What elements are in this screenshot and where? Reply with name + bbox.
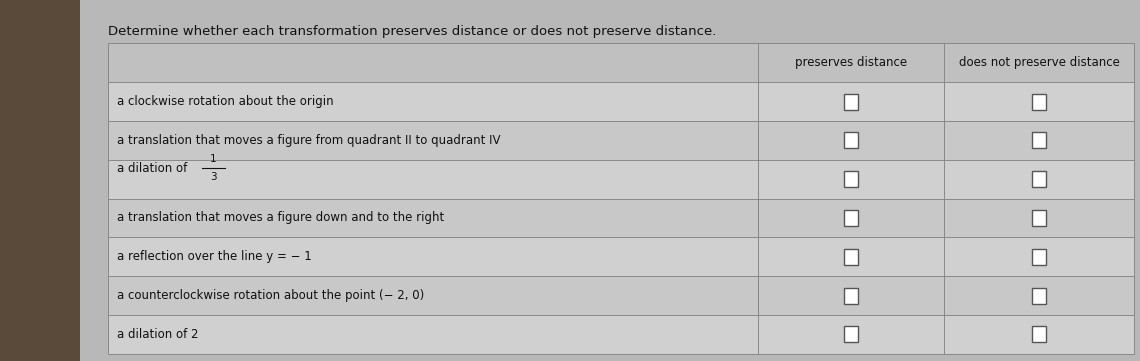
Bar — [108, 276, 1134, 315]
Bar — [108, 82, 1134, 121]
Bar — [1032, 93, 1047, 109]
Text: a translation that moves a figure from quadrant II to quadrant IV: a translation that moves a figure from q… — [117, 134, 500, 147]
Bar — [0, 0, 80, 361]
Text: a dilation of 2: a dilation of 2 — [117, 328, 198, 341]
Text: a clockwise rotation about the origin: a clockwise rotation about the origin — [117, 95, 334, 108]
Bar — [1032, 288, 1047, 304]
Bar — [108, 238, 1134, 276]
Bar — [1032, 249, 1047, 265]
Text: a reflection over the line y = − 1: a reflection over the line y = − 1 — [117, 250, 312, 263]
Bar — [108, 121, 1134, 160]
Bar — [844, 210, 858, 226]
Bar — [1032, 210, 1047, 226]
Bar — [844, 171, 858, 187]
Bar — [844, 288, 858, 304]
Text: a translation that moves a figure down and to the right: a translation that moves a figure down a… — [117, 212, 445, 225]
Bar — [108, 199, 1134, 238]
Bar — [1032, 171, 1047, 187]
Text: a dilation of: a dilation of — [117, 162, 188, 175]
Bar — [844, 93, 858, 109]
Text: preserves distance: preserves distance — [795, 56, 907, 69]
Bar — [108, 43, 1134, 82]
Bar — [844, 249, 858, 265]
Bar — [1032, 326, 1047, 342]
Bar — [844, 326, 858, 342]
Bar — [844, 132, 858, 148]
Text: 3: 3 — [210, 172, 217, 182]
Bar — [108, 43, 1134, 354]
Text: a counterclockwise rotation about the point (− 2, 0): a counterclockwise rotation about the po… — [117, 289, 425, 302]
Text: Determine whether each transformation preserves distance or does not preserve di: Determine whether each transformation pr… — [108, 25, 717, 38]
Text: does not preserve distance: does not preserve distance — [959, 56, 1119, 69]
Bar — [1032, 132, 1047, 148]
Bar — [108, 315, 1134, 354]
Text: 1: 1 — [210, 154, 217, 164]
Bar — [108, 160, 1134, 199]
